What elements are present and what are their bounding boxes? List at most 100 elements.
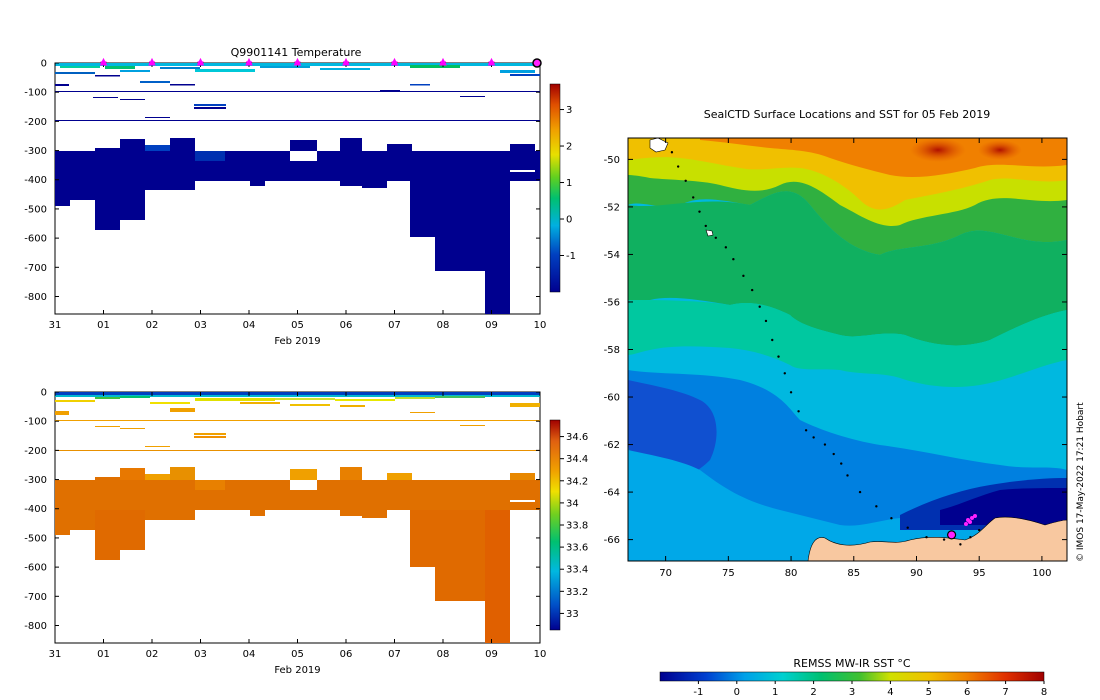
- salinity-y-tick-label: -100: [24, 417, 47, 428]
- imos-stamp: © IMOS 17-May-2022 17:21 Hobart: [1076, 402, 1086, 562]
- sst-colorbar-tick-label: -1: [693, 687, 703, 698]
- temperature-x-tick-label: 10: [534, 320, 547, 331]
- track-point: [783, 372, 786, 375]
- map-x-tick-label: 80: [785, 568, 798, 579]
- temperature-y-tick-label: -500: [24, 204, 47, 215]
- track-point: [890, 517, 893, 520]
- temperature-title: Q9901141 Temperature: [231, 46, 362, 59]
- salinity-y-tick-label: -300: [24, 475, 47, 486]
- track-point: [684, 179, 687, 182]
- salinity-x-tick-label: 01: [97, 649, 110, 660]
- track-point: [797, 410, 800, 413]
- temperature-current-profile-marker: [532, 58, 542, 68]
- salinity-x-tick-label: 03: [194, 649, 207, 660]
- temperature-y-tick-label: -100: [24, 88, 47, 99]
- temperature-y-tick-label: -300: [24, 146, 47, 157]
- temperature-colorbar-tick-label: 0: [566, 215, 572, 226]
- track-point: [906, 526, 909, 529]
- temperature-deep-layer: [55, 138, 540, 314]
- track-point: [846, 474, 849, 477]
- sst-colorbar-tick-label: 3: [849, 687, 855, 698]
- temperature-panel: Q9901141 Temperature: [24, 46, 576, 347]
- salinity-colorbar-tick-label: 33: [566, 609, 579, 620]
- salinity-colorbar-tick-label: 34.4: [566, 454, 588, 465]
- map-y-tick-label: -54: [604, 250, 620, 261]
- track-point: [764, 319, 768, 323]
- salinity-colorbar-tick-label: 34.2: [566, 476, 588, 487]
- temperature-y-tick-label: -400: [24, 175, 47, 186]
- salinity-colorbar-tick-label: 33.6: [566, 543, 588, 554]
- track-point: [732, 257, 735, 261]
- temperature-colorbar-tick-label: -1: [566, 251, 576, 262]
- track-point: [812, 436, 815, 439]
- map-y-tick-label: -60: [604, 393, 620, 404]
- map-x-tick-label: 75: [722, 568, 735, 579]
- temperature-x-tick-label: 06: [340, 320, 353, 331]
- map-y-tick-label: -64: [604, 488, 620, 499]
- salinity-x-tick-label: 02: [146, 649, 159, 660]
- map-y-tick-label: -50: [604, 155, 620, 166]
- track-point: [777, 355, 780, 358]
- salinity-colorbar-tick-label: 33.4: [566, 565, 588, 576]
- temperature-y-tick-label: -200: [24, 117, 47, 128]
- track-point: [789, 391, 793, 394]
- temperature-x-tick-label: 03: [194, 320, 207, 331]
- seal-track: [670, 151, 981, 546]
- track-point: [724, 246, 728, 249]
- sst-colorbar-tick-label: 5: [926, 687, 932, 698]
- map-y-tick-label: -58: [604, 345, 620, 356]
- temperature-x-tick-label: 31: [49, 320, 62, 331]
- track-point: [840, 462, 843, 465]
- track-point: [758, 305, 761, 308]
- salinity-colorbar: [549, 419, 561, 631]
- salinity-colorbar-tick-label: 33.8: [566, 521, 588, 532]
- temperature-colorbar: [549, 83, 561, 293]
- track-point: [714, 236, 717, 240]
- temperature-x-tick-label: 05: [291, 320, 304, 331]
- map-x-tick-label: 95: [973, 568, 986, 579]
- salinity-y-tick-label: -500: [24, 533, 47, 544]
- salinity-y-tick-label: 0: [41, 388, 47, 399]
- map-y-tick-label: -56: [604, 297, 620, 308]
- track-point: [771, 338, 774, 342]
- temperature-x-tick-label: 07: [388, 320, 401, 331]
- salinity-x-tick-label: 08: [437, 649, 450, 660]
- sst-colorbar-tick-label: 0: [734, 687, 740, 698]
- temperature-x-tick-label: 08: [437, 320, 450, 331]
- track-point: [925, 536, 928, 539]
- salinity-deep-layer: [55, 467, 540, 643]
- track-point: [823, 443, 827, 446]
- track-point: [978, 528, 981, 532]
- salinity-x-tick-label: 31: [49, 649, 62, 660]
- track-point: [698, 210, 701, 213]
- salinity-y-tick-label: -200: [24, 446, 47, 457]
- salinity-x-tick-label: 05: [291, 649, 304, 660]
- temperature-y-tick-label: 0: [41, 59, 47, 70]
- map-y-tick-label: -66: [604, 535, 620, 546]
- map-y-tick-label: -52: [604, 202, 620, 213]
- salinity-x-tick-label: 09: [485, 649, 498, 660]
- track-point: [676, 165, 680, 168]
- temperature-x-tick-label: 02: [146, 320, 159, 331]
- salinity-y-tick-label: -600: [24, 563, 47, 574]
- salinity-y-tick-label: -400: [24, 504, 47, 515]
- salinity-colorbar-tick-label: 34.6: [566, 432, 588, 443]
- track-point: [670, 151, 674, 154]
- sst-colorbar-tick-label: 7: [1002, 687, 1008, 698]
- temperature-x-tick-label: 04: [243, 320, 256, 331]
- salinity-colorbar-tick-label: 34: [566, 498, 579, 509]
- temperature-x-tick-label: 01: [97, 320, 110, 331]
- map-y-tick-label: -62: [604, 440, 620, 451]
- salinity-x-tick-label: 07: [388, 649, 401, 660]
- salinity-y-tick-label: -800: [24, 621, 47, 632]
- temperature-colorbar-tick-label: 1: [566, 178, 572, 189]
- temperature-colorbar-tick-label: 2: [566, 142, 572, 153]
- track-point: [750, 288, 754, 292]
- track-point: [742, 274, 745, 278]
- temperature-y-tick-label: -700: [24, 263, 47, 274]
- map-x-tick-label: 85: [847, 568, 860, 579]
- seal-recent-positions: [964, 514, 977, 526]
- salinity-colorbar-tick-label: 33.2: [566, 587, 588, 598]
- salinity-x-tick-label: 10: [534, 649, 547, 660]
- track-point: [692, 196, 695, 199]
